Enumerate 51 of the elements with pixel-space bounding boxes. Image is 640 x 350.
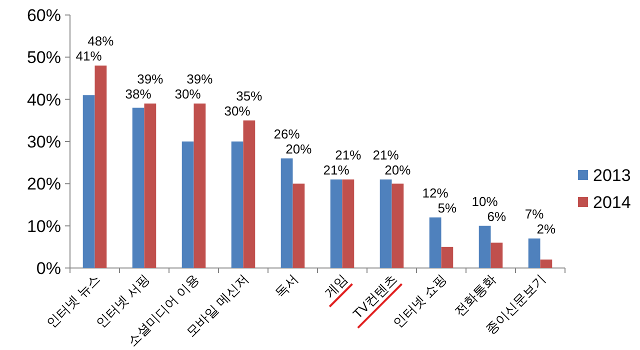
bar: [330, 179, 342, 268]
data-label: 39%: [186, 72, 214, 87]
x-tick-label: 게임: [321, 272, 350, 301]
data-label: 6%: [487, 208, 507, 224]
data-label: 30%: [174, 86, 202, 102]
bar: [392, 184, 404, 268]
bar: [194, 104, 206, 268]
bar: [231, 142, 244, 268]
data-label: 41%: [76, 48, 102, 64]
bar: [82, 95, 95, 268]
data-label: 38%: [125, 86, 152, 102]
legend-label: 2013: [593, 166, 631, 185]
data-label: 7%: [524, 206, 544, 222]
data-label: 35%: [236, 88, 263, 104]
data-label: 10%: [472, 194, 498, 209]
data-label: 39%: [137, 72, 164, 87]
bar: [292, 184, 305, 268]
legend-label: 2014: [593, 193, 631, 212]
data-label: 26%: [274, 126, 300, 142]
y-tick-label: 30%: [26, 132, 61, 152]
data-label: 21%: [335, 147, 362, 162]
y-tick-label: 50%: [26, 48, 61, 68]
bar: [342, 179, 354, 268]
bar: [243, 120, 256, 268]
data-label: 12%: [422, 185, 449, 200]
data-label: 21%: [323, 162, 350, 178]
y-tick-label: 40%: [26, 90, 61, 110]
y-tick-label: 60%: [26, 6, 61, 25]
bar: [132, 108, 144, 268]
bar: [441, 246, 454, 268]
bar: [280, 158, 293, 268]
bar: [478, 226, 491, 268]
y-tick-label: 20%: [26, 174, 61, 194]
data-label: 21%: [372, 147, 400, 162]
bar: [528, 238, 540, 268]
bar: [429, 217, 442, 268]
bar: [94, 66, 107, 268]
bar: [144, 104, 156, 268]
x-tick-label: 독서: [272, 272, 301, 301]
data-label: 30%: [224, 103, 251, 118]
bar: [182, 142, 194, 268]
data-label: 2%: [536, 221, 556, 236]
y-tick-label: 10%: [26, 216, 61, 236]
data-label: 20%: [286, 141, 312, 156]
data-label: 48%: [88, 34, 114, 49]
y-tick-label: 0%: [36, 259, 61, 278]
bar: [540, 260, 552, 268]
bar: [380, 179, 392, 268]
data-label: 20%: [384, 162, 412, 178]
bar: [490, 242, 503, 268]
data-label: 5%: [438, 200, 458, 216]
